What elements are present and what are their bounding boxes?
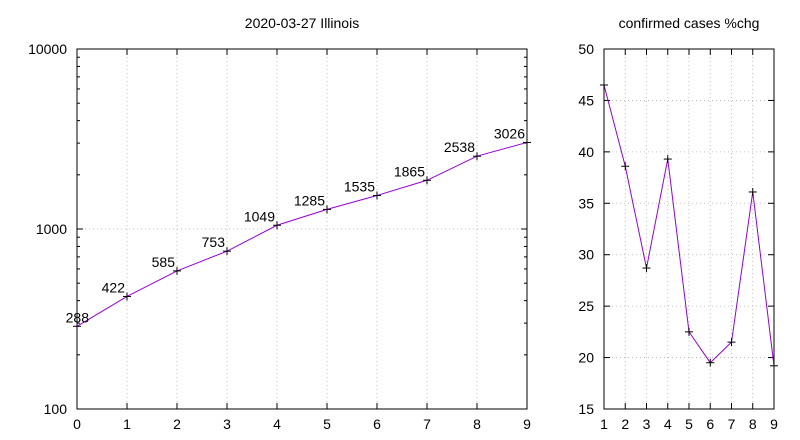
x-tick-label: 5 xyxy=(323,416,331,432)
y-tick-label: 1000 xyxy=(36,221,67,237)
data-point xyxy=(73,322,81,331)
y-tick-label: 10000 xyxy=(28,41,67,57)
data-label: 1865 xyxy=(394,163,425,179)
data-point xyxy=(770,361,778,370)
x-tick-label: 9 xyxy=(523,416,531,432)
left-chart-title: 2020-03-27 Illinois xyxy=(245,15,359,31)
x-tick-label: 4 xyxy=(273,416,281,432)
y-tick-label: 20 xyxy=(578,350,594,366)
x-tick-label: 2 xyxy=(621,416,629,432)
data-point xyxy=(473,152,481,161)
data-point xyxy=(642,264,651,273)
right-chart-title: confirmed cases %chg xyxy=(619,15,760,31)
right-series xyxy=(600,81,778,370)
left-grid xyxy=(77,49,527,409)
data-point xyxy=(748,187,757,196)
x-tick-label: 8 xyxy=(749,416,757,432)
right-chart: confirmed cases %chg 1 2 3 4 5 6 7 8 91520253035… xyxy=(578,15,778,432)
x-tick-label: 7 xyxy=(423,416,431,432)
series-line xyxy=(76,141,528,327)
x-tick-label: 3 xyxy=(643,416,651,432)
x-tick-label: 6 xyxy=(706,416,714,432)
x-tick-label: 1 xyxy=(600,416,608,432)
data-label: 288 xyxy=(66,309,90,325)
data-label: 2538 xyxy=(444,139,475,155)
right-grid xyxy=(604,49,774,409)
y-tick-label: 50 xyxy=(578,41,594,57)
data-label: 3026 xyxy=(494,125,525,141)
data-point xyxy=(600,81,608,89)
data-point xyxy=(685,327,693,336)
x-tick-label: 9 xyxy=(770,416,778,432)
x-tick-label: 2 xyxy=(173,416,181,432)
y-tick-label: 35 xyxy=(578,195,594,211)
data-label: 1535 xyxy=(344,179,375,195)
x-tick-label: 5 xyxy=(685,416,693,432)
data-point xyxy=(123,292,131,301)
data-point xyxy=(273,221,281,230)
data-point xyxy=(706,358,715,367)
y-tick-label: 45 xyxy=(578,92,594,108)
data-point xyxy=(621,162,630,171)
x-tick-label: 6 xyxy=(373,416,381,432)
data-point xyxy=(173,266,181,275)
y-tick-label: 100 xyxy=(44,401,68,417)
data-point xyxy=(523,138,531,147)
data-point xyxy=(323,205,331,214)
left-ticks: 0 1 2 3 4 5 6 7 8 9 100 1000 10000 xyxy=(28,41,531,432)
data-point xyxy=(727,338,736,347)
x-tick-label: 3 xyxy=(223,416,231,432)
left-plot-frame xyxy=(76,48,528,410)
y-tick-label: 25 xyxy=(578,298,594,314)
y-tick-label: 40 xyxy=(578,144,594,160)
data-point xyxy=(663,155,672,164)
left-series: 288 422 585 753 1049 1285 1535 1865 2538 3026 xyxy=(66,125,531,331)
data-label: 1049 xyxy=(244,208,275,224)
x-tick-label: 4 xyxy=(664,416,672,432)
data-label: 1285 xyxy=(294,192,325,208)
x-tick-label: 7 xyxy=(728,416,736,432)
y-tick-label: 15 xyxy=(578,401,594,417)
data-point xyxy=(423,176,431,185)
x-tick-label: 0 xyxy=(73,416,81,432)
right-plot-frame xyxy=(603,48,775,410)
x-tick-label: 1 xyxy=(123,416,131,432)
data-label: 422 xyxy=(102,279,126,295)
left-chart: 2020-03-27 Illinois 0 1 2 3 4 5 6 7 8 9 100 1000 100… xyxy=(28,15,531,432)
data-point xyxy=(223,247,231,256)
data-label: 753 xyxy=(202,234,226,250)
data-label: 585 xyxy=(152,254,176,270)
x-tick-label: 8 xyxy=(473,416,481,432)
y-tick-label: 30 xyxy=(578,247,594,263)
data-point xyxy=(373,191,381,200)
